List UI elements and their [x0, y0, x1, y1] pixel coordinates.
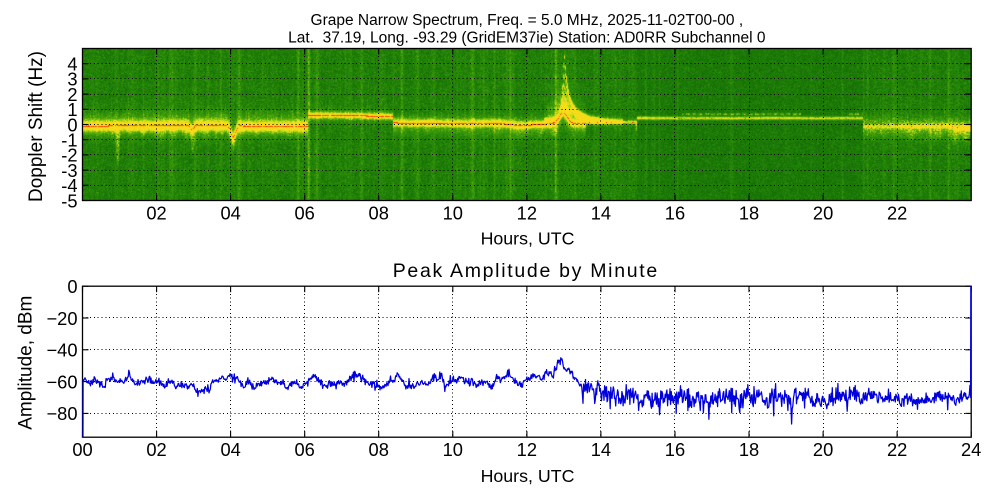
svg-text:10: 10 [443, 439, 463, 460]
svg-text:16: 16 [665, 203, 685, 224]
svg-text:06: 06 [295, 439, 315, 460]
svg-text:−80: −80 [46, 403, 77, 424]
svg-text:3: 3 [67, 69, 77, 90]
svg-text:−60: −60 [46, 371, 77, 392]
svg-text:0: 0 [67, 276, 77, 297]
svg-text:-4: -4 [61, 175, 77, 196]
svg-text:-3: -3 [61, 160, 77, 181]
svg-text:Hours, UTC: Hours, UTC [481, 466, 575, 486]
svg-text:22: 22 [887, 439, 907, 460]
svg-text:−20: −20 [46, 308, 77, 329]
svg-text:18: 18 [739, 439, 759, 460]
svg-text:08: 08 [369, 203, 389, 224]
svg-text:Peak Amplitude by Minute: Peak Amplitude by Minute [393, 260, 659, 282]
svg-text:06: 06 [295, 203, 315, 224]
svg-text:04: 04 [220, 203, 240, 224]
svg-text:14: 14 [591, 203, 611, 224]
svg-text:-5: -5 [61, 190, 77, 211]
svg-text:2: 2 [67, 84, 77, 105]
svg-text:22: 22 [887, 203, 907, 224]
svg-text:18: 18 [739, 203, 759, 224]
svg-text:20: 20 [813, 439, 833, 460]
svg-text:02: 02 [146, 439, 166, 460]
svg-text:-2: -2 [61, 145, 77, 166]
svg-text:12: 12 [517, 439, 537, 460]
svg-text:Doppler Shift (Hz): Doppler Shift (Hz) [26, 51, 47, 202]
svg-text:02: 02 [146, 203, 166, 224]
svg-text:-1: -1 [61, 130, 77, 151]
svg-text:−40: −40 [46, 340, 77, 361]
svg-text:Amplitude, dBm: Amplitude, dBm [16, 296, 37, 430]
svg-text:00: 00 [72, 439, 92, 460]
svg-text:24: 24 [961, 439, 981, 460]
svg-text:0: 0 [67, 114, 77, 135]
svg-text:08: 08 [369, 439, 389, 460]
svg-text:14: 14 [591, 439, 611, 460]
svg-text:1: 1 [67, 99, 77, 120]
svg-text:Grape Narrow Spectrum, Freq. =: Grape Narrow Spectrum, Freq. = 5.0 MHz, … [311, 12, 744, 29]
svg-text:Hours, UTC: Hours, UTC [481, 228, 575, 248]
svg-text:04: 04 [220, 439, 240, 460]
svg-text:12: 12 [517, 203, 537, 224]
svg-text:16: 16 [665, 439, 685, 460]
svg-text:20: 20 [813, 203, 833, 224]
svg-text:4: 4 [67, 54, 77, 75]
svg-text:10: 10 [443, 203, 463, 224]
svg-text:Lat. 37.19, Long. -93.29 (Gri: Lat. 37.19, Long. -93.29 (GridEM37ie) St… [288, 29, 766, 46]
